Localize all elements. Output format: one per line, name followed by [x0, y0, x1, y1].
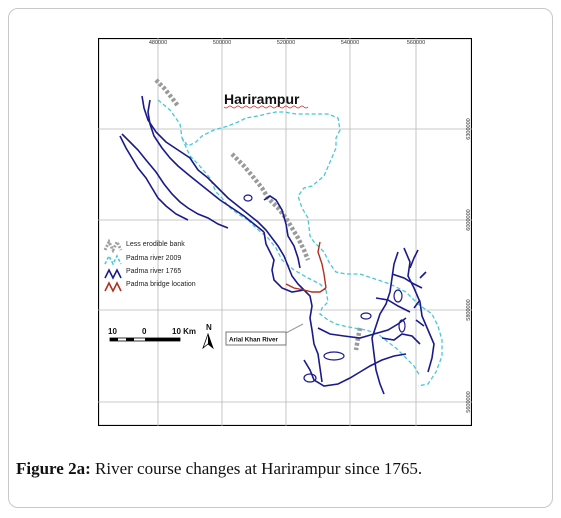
y-tick-right: 5600000	[466, 391, 472, 412]
caption-text: River course changes at Harirampur since…	[90, 459, 423, 478]
figure-caption: Figure 2a: River course changes at Harir…	[16, 459, 422, 479]
y-tick-right: 6300000	[466, 118, 472, 139]
arial-khan-callout: Arial Khan River	[225, 323, 304, 346]
river-map: 480000 500000 520000 540000 560000 48000…	[98, 38, 472, 426]
x-tick-top: 480000	[149, 40, 167, 46]
legend-label: Padma river 1765	[126, 268, 181, 275]
scale-left-label: 10	[108, 327, 117, 336]
map-grid	[98, 38, 472, 426]
north-arrow-icon: N	[202, 323, 214, 350]
scale-right-label: 10 Km	[172, 327, 196, 336]
padma-1765-swatch-icon	[104, 268, 122, 280]
y-tick-right: 5800000	[466, 299, 472, 320]
padma-bridge-location	[285, 241, 327, 293]
legend-label: Padma bridge location	[126, 281, 196, 288]
legend-label: Less erodible bank	[126, 241, 185, 248]
x-tick-top: 540000	[341, 40, 359, 46]
padma-river-2009	[157, 99, 443, 387]
padma-river-1765	[119, 95, 435, 395]
north-label: N	[206, 323, 212, 332]
scale-mid-label: 0	[142, 327, 147, 336]
callout-label: Arial Khan River	[229, 337, 279, 344]
title-underline	[223, 105, 309, 109]
legend-label: Padma river 2009	[126, 255, 181, 262]
map-title: Harirampur	[224, 91, 300, 107]
padma-2009-swatch-icon	[104, 254, 122, 266]
less-erodible-bank-swatch-icon	[103, 238, 123, 254]
padma-river-1765-islands	[243, 194, 406, 383]
scale-bar: 10 0 10 Km	[108, 327, 196, 342]
x-tick-top: 560000	[407, 40, 425, 46]
padma-bridge-swatch-icon	[104, 281, 122, 293]
caption-label: Figure 2a:	[16, 459, 91, 478]
legend: Less erodible bank Padma river 2009 Padm…	[103, 238, 196, 293]
callout-box	[225, 331, 287, 346]
x-tick-top: 520000	[277, 40, 295, 46]
x-tick-top: 500000	[213, 40, 231, 46]
y-tick-right: 6000000	[466, 209, 472, 230]
